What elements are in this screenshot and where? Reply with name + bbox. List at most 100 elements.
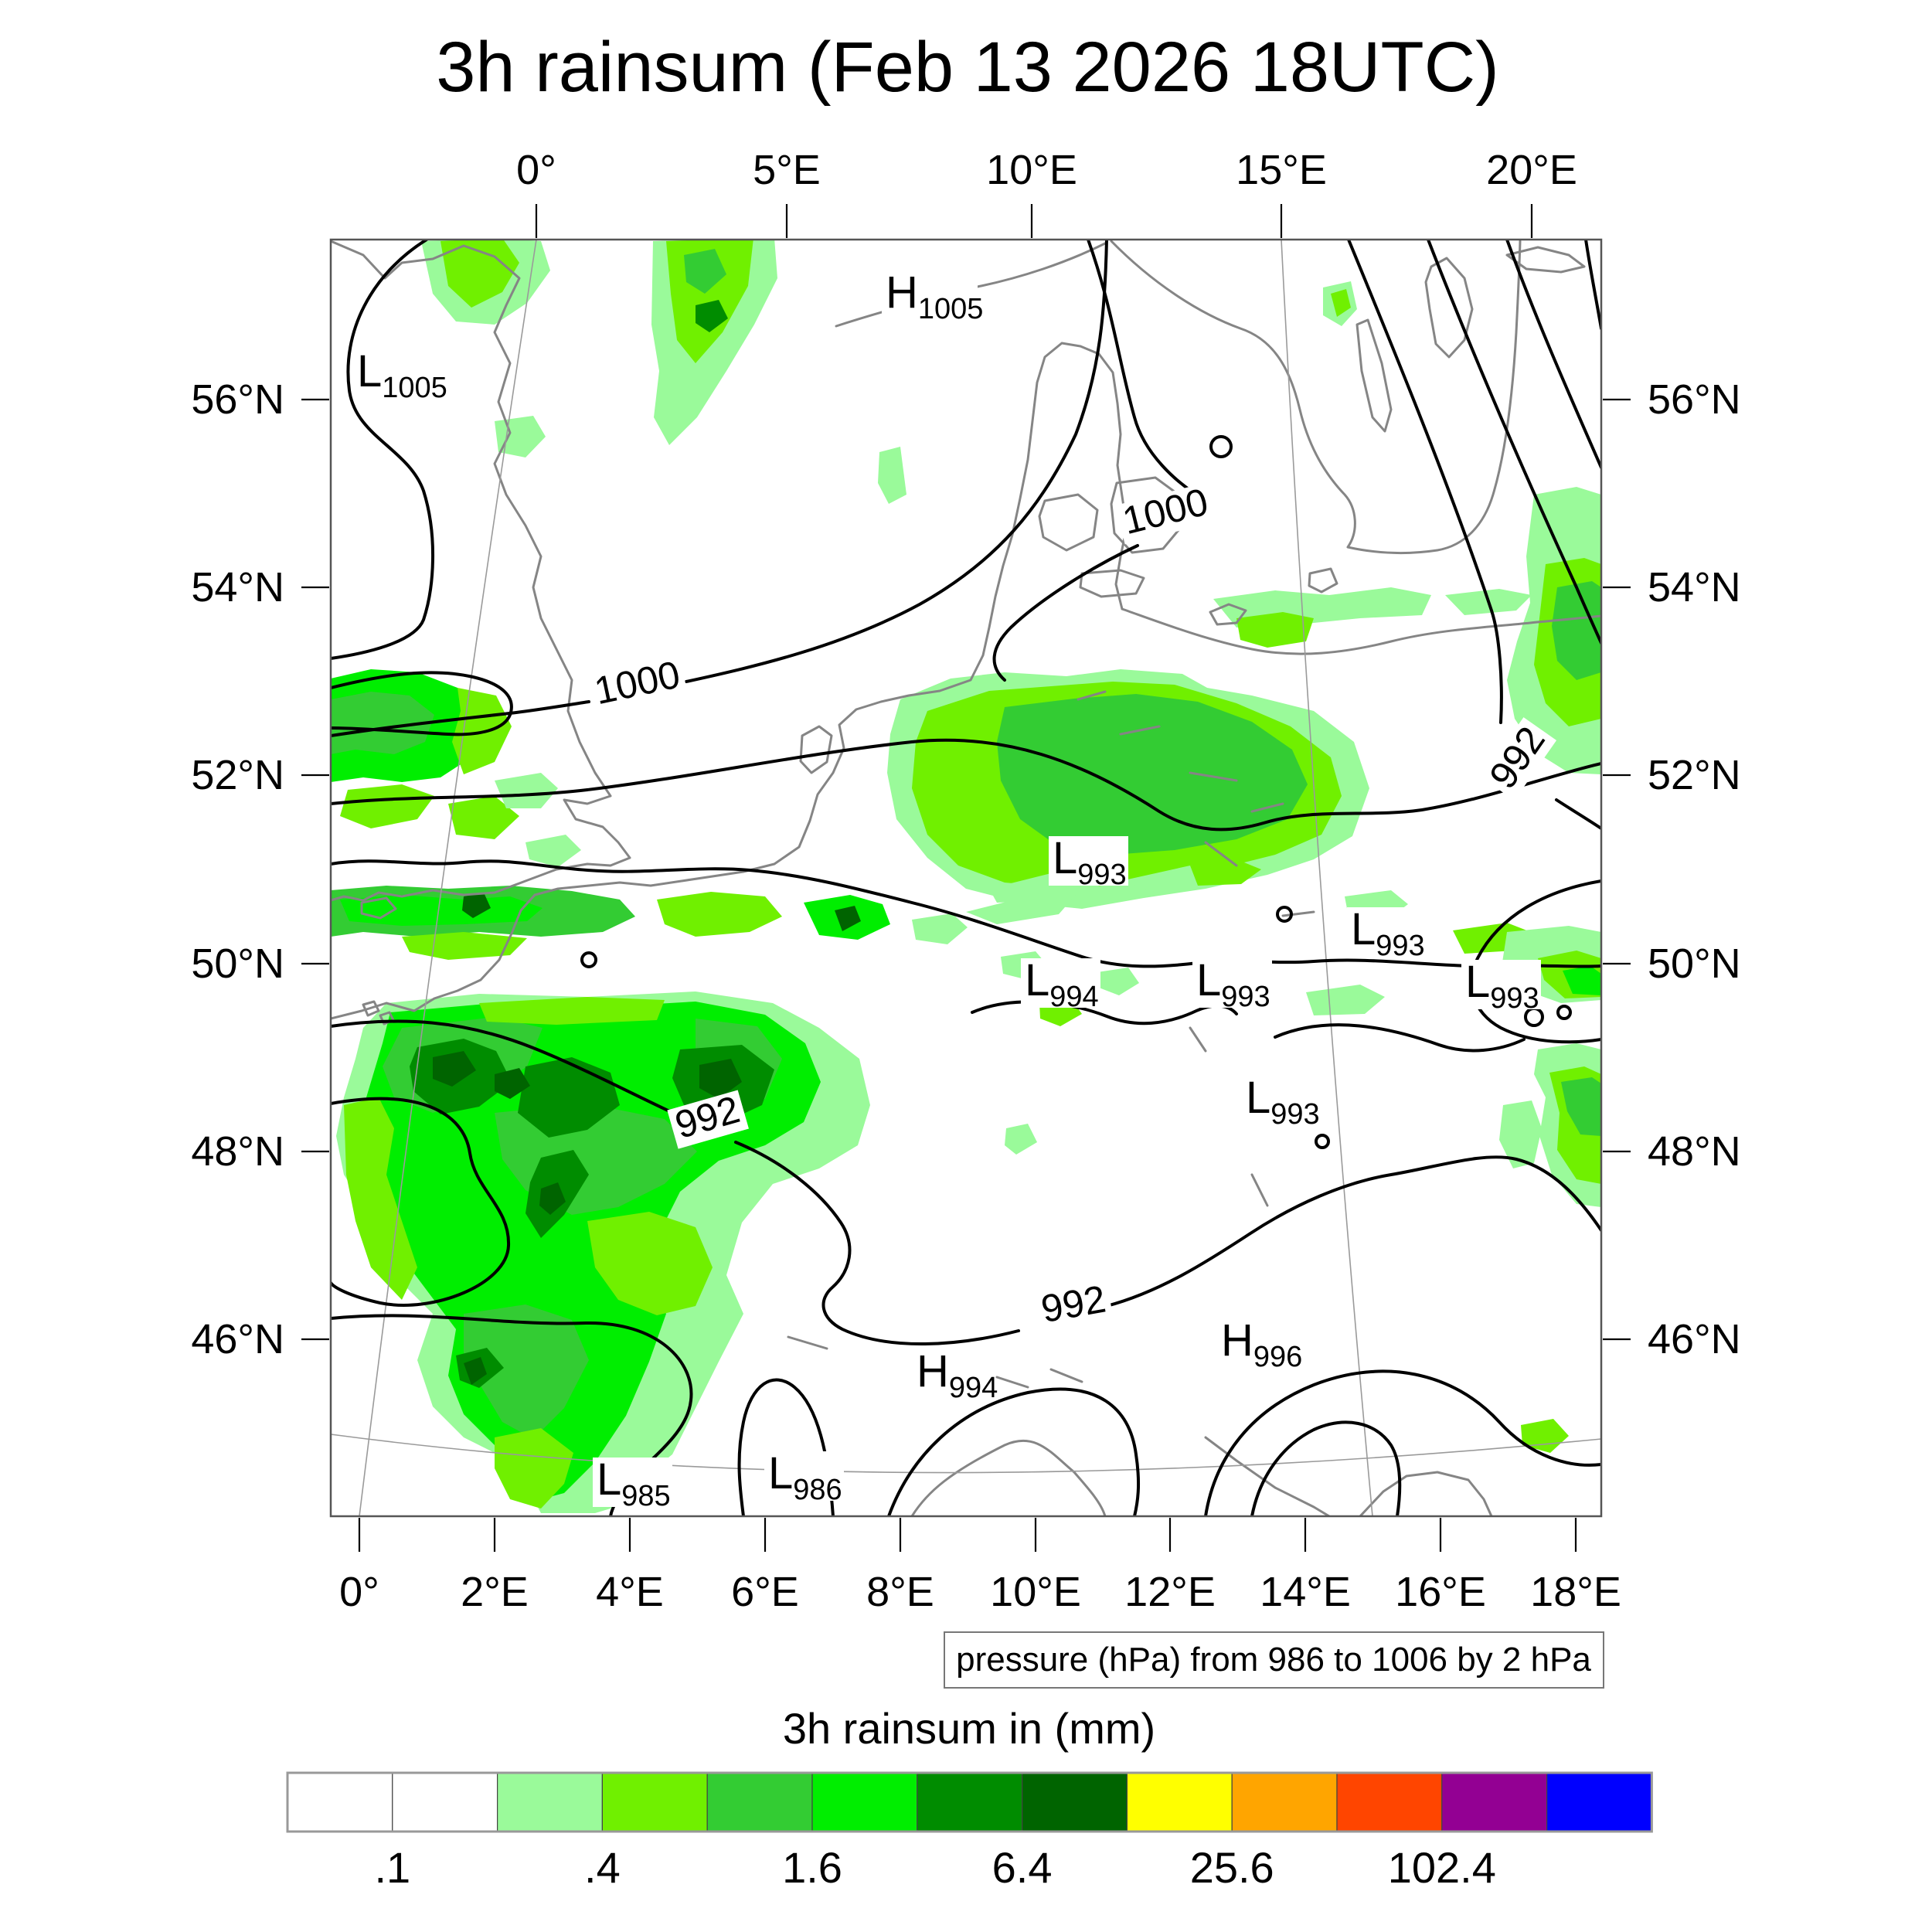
bottom-axis-label: 0° [339, 1569, 379, 1615]
left-axis-label: 54°N [191, 564, 284, 611]
pressure-center-value: 993 [1490, 982, 1539, 1015]
rain-patch [1499, 1100, 1542, 1168]
rain-patch [1005, 1124, 1037, 1155]
meridian-15e [1281, 240, 1373, 1516]
isobar [887, 1387, 1141, 1516]
colorbar-cell [811, 1772, 918, 1832]
coastline-ruegen [1209, 603, 1247, 626]
colorbar-cell [706, 1772, 813, 1832]
pressure-center-letter: L [1246, 1073, 1270, 1123]
isobar [331, 240, 434, 660]
colorbar-cell [392, 1772, 498, 1832]
pressure-center-label: L993 [1351, 904, 1425, 962]
rain-patch [462, 893, 491, 918]
isobar [685, 240, 1108, 683]
rain-patch [912, 913, 968, 944]
top-axis-label: 0° [516, 147, 556, 193]
river-dash [1204, 841, 1238, 867]
pressure-center-value: 993 [1077, 859, 1126, 891]
rain-patch [1561, 1077, 1601, 1136]
isobar [331, 859, 1601, 968]
pressure-center-bg [1461, 960, 1541, 1009]
isobar [992, 544, 1139, 682]
coastline-adriatic-east [1359, 1471, 1493, 1516]
pressure-center-label: L986 [768, 1448, 842, 1506]
rain-patch [1097, 968, 1139, 995]
isobar [1555, 798, 1601, 830]
rain-patch [448, 796, 519, 839]
bottom-axis-label: 2°E [461, 1569, 529, 1615]
colorbar-tick-label: 1.6 [782, 1843, 842, 1892]
isobar [734, 1141, 1020, 1345]
coastline-britain [331, 240, 631, 902]
bottom-axis-label: 18°E [1530, 1569, 1621, 1615]
pressure-center-value: 994 [949, 1372, 998, 1404]
pressure-center-letter: L [1053, 833, 1077, 883]
rain-patch [1521, 1419, 1569, 1453]
pressure-center-bg [882, 270, 978, 320]
isobar [1105, 1155, 1601, 1308]
pressure-center-letter: L [357, 346, 382, 396]
pressure-center-letter: H [1221, 1315, 1253, 1366]
rain-patch [699, 1059, 742, 1099]
pressure-center-label: H1005 [886, 267, 983, 325]
rain-patch [878, 447, 906, 504]
isobar [1087, 240, 1209, 502]
colorbar-cell [1231, 1772, 1338, 1832]
rain-patch [539, 1182, 566, 1215]
river-dash [1077, 690, 1107, 701]
colorbar-tick-label: 25.6 [1190, 1843, 1274, 1892]
pressure-center-letter: L [597, 1454, 621, 1505]
pressure-center: L986 [764, 1448, 844, 1506]
rain-patch [1190, 859, 1261, 886]
right-axis-label: 56°N [1648, 376, 1741, 423]
rain-patch [1563, 966, 1601, 995]
pressure-center-bg [1242, 1076, 1321, 1125]
pressure-center-bg [1021, 958, 1100, 1008]
colorbar-cell [287, 1772, 393, 1832]
isobar [1505, 240, 1601, 469]
rain-patch [464, 1304, 589, 1439]
pressure-center-bg [353, 349, 449, 399]
isobar-closed [580, 951, 597, 968]
isobar [1347, 240, 1503, 724]
colorbar-cell [601, 1772, 708, 1832]
rain-patch [340, 895, 543, 926]
rain-patch [464, 1357, 487, 1385]
coastline-continent [331, 342, 1128, 1020]
coastline-sweden [1110, 240, 1522, 554]
rain-patch [340, 784, 434, 828]
parallel-45n [331, 1434, 1601, 1474]
pressure-center: H996 [1217, 1315, 1302, 1373]
river-dash [1189, 1026, 1207, 1053]
river-dash [1250, 1173, 1269, 1207]
figure-title: 3h rainsum (Feb 13 2026 18UTC) [436, 28, 1499, 107]
pressure-center: H1005 [882, 267, 983, 325]
isobar [1427, 240, 1601, 645]
pressure-center: L993 [1242, 1073, 1321, 1131]
rain-patch [997, 694, 1308, 855]
pressure-center-value: 1005 [918, 293, 984, 325]
isobar-value-label: 992 [1481, 717, 1557, 801]
rain-patch [835, 906, 861, 931]
rain-patch [495, 773, 558, 808]
rain-patch [331, 692, 434, 754]
left-axis-label: 52°N [191, 752, 284, 798]
colorbar-tick-label: 102.4 [1388, 1843, 1496, 1892]
colorbar-cell [917, 1772, 1023, 1832]
bottom-axis-label: 14°E [1260, 1569, 1351, 1615]
pressure-center-label: L994 [1025, 955, 1099, 1013]
pressure-center-letter: H [917, 1346, 949, 1396]
colorbar-cell [1336, 1772, 1443, 1832]
isobar-label-bg [1115, 482, 1217, 545]
colorbar-cell [1546, 1772, 1652, 1832]
caption-text: pressure (hPa) from 986 to 1006 by 2 hPa [956, 1641, 1591, 1679]
pressure-center-bg [1049, 836, 1128, 886]
lake-geneva [787, 1335, 828, 1350]
pressure-center-value: 993 [1376, 930, 1424, 962]
pressure-center: L994 [1021, 955, 1100, 1013]
pressure-center-label: H994 [917, 1346, 998, 1404]
